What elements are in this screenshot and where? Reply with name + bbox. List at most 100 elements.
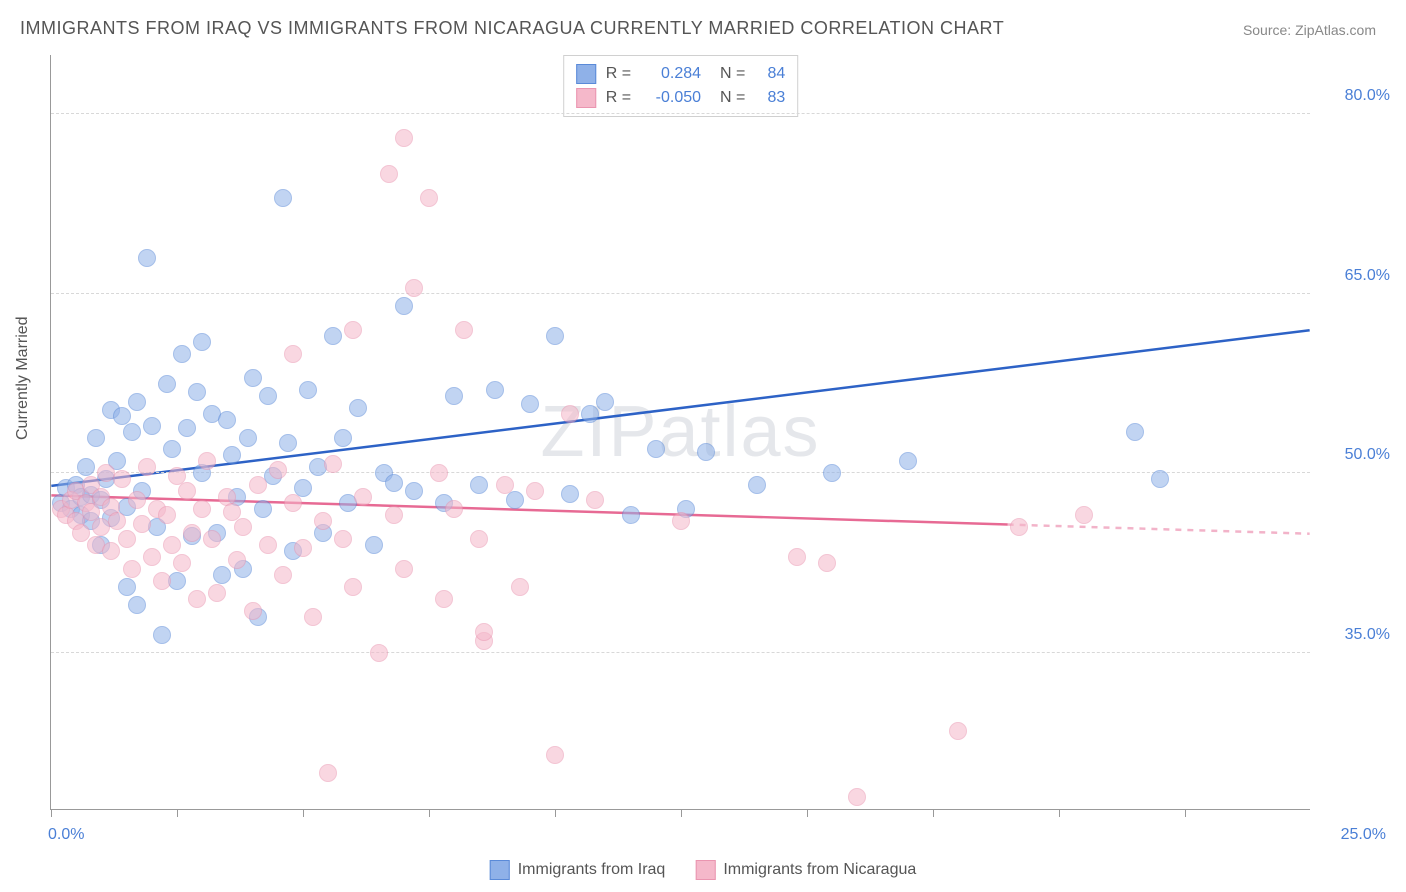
scatter-point — [445, 500, 463, 518]
x-tick — [1185, 809, 1186, 817]
scatter-point — [274, 566, 292, 584]
swatch-icon — [576, 64, 596, 84]
scatter-point — [622, 506, 640, 524]
scatter-point — [748, 476, 766, 494]
x-tick — [1059, 809, 1060, 817]
scatter-point — [294, 479, 312, 497]
scatter-point — [178, 419, 196, 437]
scatter-point — [370, 644, 388, 662]
legend-r-label: R = — [606, 65, 631, 83]
y-tick-label: 65.0% — [1320, 267, 1390, 285]
swatch-icon — [695, 860, 715, 880]
series-legend: Immigrants from Iraq Immigrants from Nic… — [490, 860, 917, 880]
scatter-point — [239, 429, 257, 447]
scatter-point — [430, 464, 448, 482]
series-legend-item: Immigrants from Iraq — [490, 860, 666, 880]
scatter-point — [405, 279, 423, 297]
scatter-point — [380, 165, 398, 183]
scatter-point — [158, 506, 176, 524]
chart-title: IMMIGRANTS FROM IRAQ VS IMMIGRANTS FROM … — [20, 18, 1004, 39]
scatter-point — [1151, 470, 1169, 488]
x-tick — [933, 809, 934, 817]
scatter-point — [284, 345, 302, 363]
legend-n-label: N = — [711, 65, 745, 83]
scatter-point — [198, 452, 216, 470]
trend-line — [51, 330, 1309, 486]
gridline — [51, 113, 1310, 114]
scatter-point — [848, 788, 866, 806]
scatter-point — [279, 434, 297, 452]
y-tick-label: 50.0% — [1320, 446, 1390, 464]
scatter-point — [108, 512, 126, 530]
scatter-point — [314, 512, 332, 530]
scatter-point — [218, 411, 236, 429]
scatter-point — [395, 129, 413, 147]
scatter-point — [188, 590, 206, 608]
legend-row: R =0.284 N =84 — [576, 62, 786, 86]
scatter-point — [223, 446, 241, 464]
y-tick-label: 80.0% — [1320, 87, 1390, 105]
scatter-point — [672, 512, 690, 530]
scatter-point — [158, 375, 176, 393]
scatter-point — [274, 189, 292, 207]
scatter-point — [178, 482, 196, 500]
scatter-point — [128, 596, 146, 614]
scatter-point — [334, 530, 352, 548]
x-axis-max-label: 25.0% — [1341, 826, 1386, 844]
scatter-point — [153, 572, 171, 590]
scatter-point — [254, 500, 272, 518]
scatter-point — [486, 381, 504, 399]
scatter-point — [163, 440, 181, 458]
series-legend-label: Immigrants from Nicaragua — [723, 861, 916, 879]
scatter-point — [173, 345, 191, 363]
scatter-point — [455, 321, 473, 339]
legend-row: R =-0.050 N =83 — [576, 86, 786, 110]
scatter-point — [319, 764, 337, 782]
scatter-point — [596, 393, 614, 411]
trend-line-dashed — [1008, 525, 1310, 534]
scatter-point — [72, 524, 90, 542]
scatter-point — [344, 321, 362, 339]
plot-area: ZIPatlas R =0.284 N =84R =-0.050 N =83 3… — [50, 55, 1310, 810]
scatter-point — [259, 387, 277, 405]
scatter-point — [173, 554, 191, 572]
scatter-point — [647, 440, 665, 458]
scatter-point — [213, 566, 231, 584]
x-tick — [429, 809, 430, 817]
scatter-point — [113, 470, 131, 488]
scatter-point — [823, 464, 841, 482]
scatter-point — [244, 602, 262, 620]
gridline — [51, 652, 1310, 653]
scatter-point — [294, 539, 312, 557]
scatter-point — [183, 524, 201, 542]
scatter-point — [102, 542, 120, 560]
scatter-point — [949, 722, 967, 740]
scatter-point — [445, 387, 463, 405]
scatter-point — [561, 405, 579, 423]
scatter-point — [354, 488, 372, 506]
scatter-point — [244, 369, 262, 387]
scatter-point — [193, 500, 211, 518]
scatter-point — [228, 551, 246, 569]
scatter-point — [561, 485, 579, 503]
scatter-point — [385, 474, 403, 492]
scatter-point — [304, 608, 322, 626]
x-axis-min-label: 0.0% — [48, 826, 84, 844]
scatter-point — [697, 443, 715, 461]
scatter-point — [284, 494, 302, 512]
scatter-point — [385, 506, 403, 524]
scatter-point — [344, 578, 362, 596]
scatter-point — [546, 327, 564, 345]
x-tick — [177, 809, 178, 817]
scatter-point — [249, 476, 267, 494]
scatter-point — [324, 327, 342, 345]
legend-n-value: 83 — [755, 89, 785, 107]
scatter-point — [299, 381, 317, 399]
scatter-point — [269, 461, 287, 479]
scatter-point — [208, 584, 226, 602]
scatter-point — [521, 395, 539, 413]
scatter-point — [526, 482, 544, 500]
scatter-point — [77, 458, 95, 476]
y-tick-label: 35.0% — [1320, 626, 1390, 644]
scatter-point — [133, 515, 151, 533]
